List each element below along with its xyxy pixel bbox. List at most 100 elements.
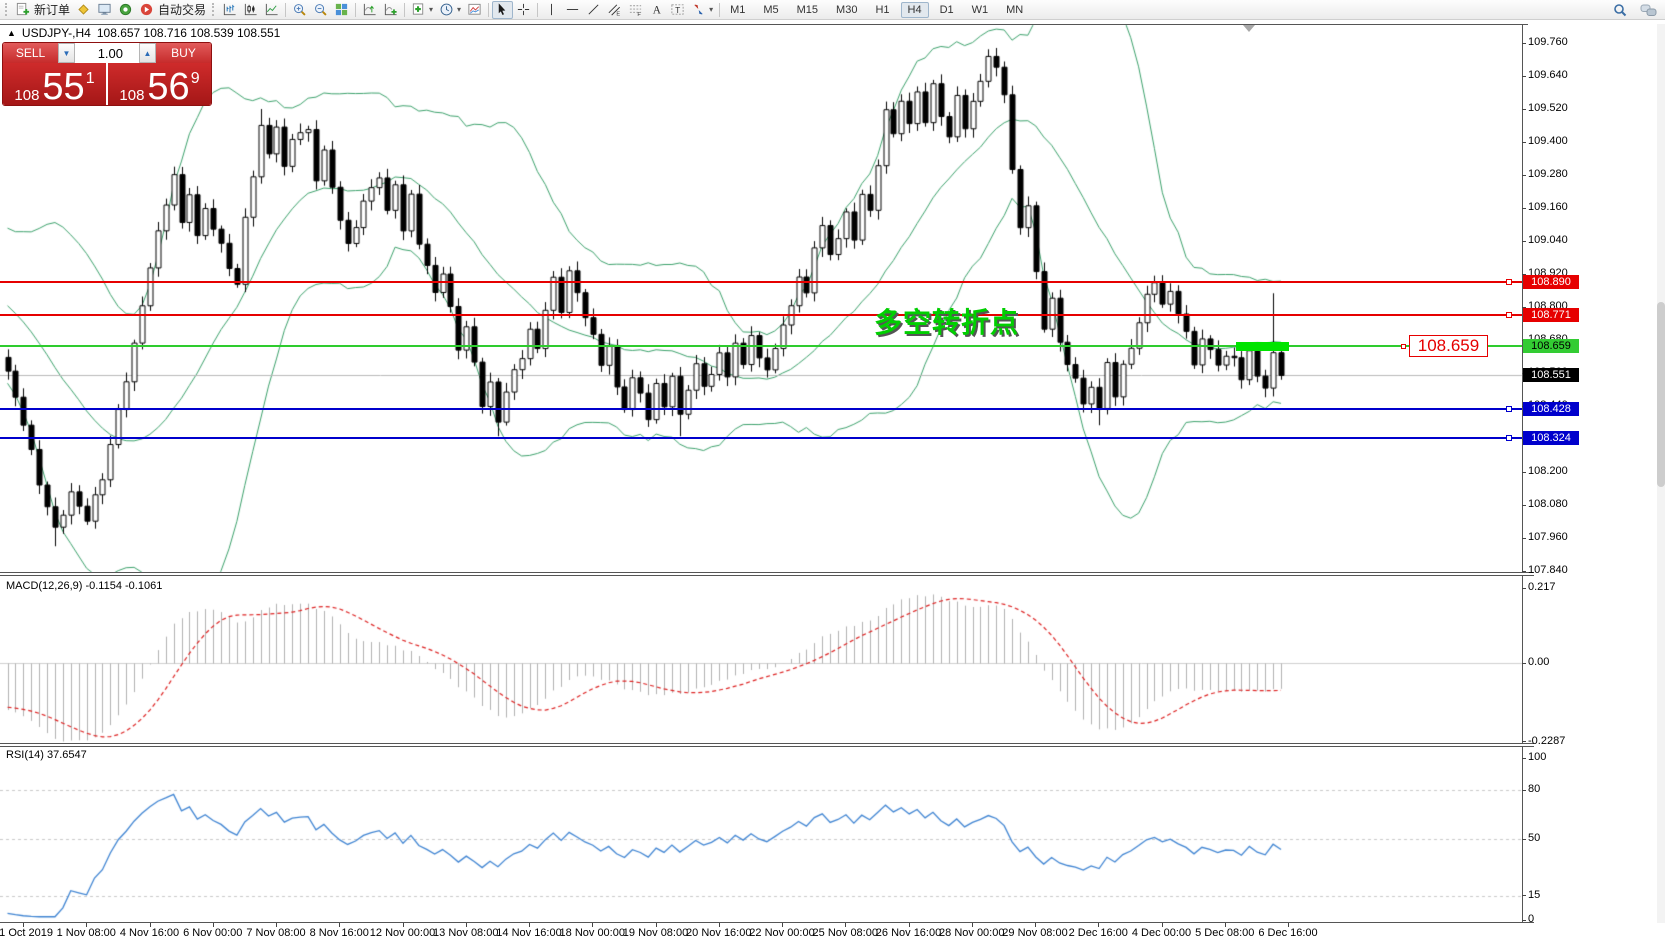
new-order-button[interactable]: 新订单 [12, 1, 73, 19]
timeframe-button-mn[interactable]: MN [1006, 3, 1024, 16]
timeframe-button-h1[interactable]: H1 [875, 3, 890, 16]
svg-text:F: F [637, 12, 641, 17]
timeframe-button-m15[interactable]: M15 [796, 3, 819, 16]
chart-top-border [0, 24, 1528, 25]
sell-button[interactable]: SELL [3, 43, 58, 63]
bar-chart-button[interactable] [219, 1, 240, 19]
fibonacci-button[interactable]: F [625, 1, 646, 19]
search-symbol-button[interactable] [1609, 1, 1631, 19]
line-handle[interactable] [1506, 279, 1512, 286]
rsi-tick-label: 80 [1528, 783, 1541, 796]
rsi-tick-mark [1522, 789, 1526, 791]
indicators-button[interactable] [359, 1, 380, 19]
navigator-button[interactable] [115, 1, 136, 19]
one-click-collapse-icon[interactable]: ▲ [7, 28, 16, 38]
hline-red-108.890[interactable] [0, 281, 1522, 284]
svg-text:A: A [653, 5, 662, 17]
sell-price-quote[interactable]: 108 55 1 [3, 63, 106, 105]
time-tick-mark [1161, 923, 1163, 927]
toolbar-drag-handle[interactable] [5, 3, 9, 16]
cursor-button[interactable] [492, 0, 514, 19]
timeframe-button-m5[interactable]: M5 [763, 3, 779, 16]
market-watch-icon [97, 2, 112, 17]
timeframe-button-m30[interactable]: M30 [836, 3, 858, 16]
scrollbar-thumb[interactable] [1657, 302, 1665, 487]
new-chart-button[interactable]: ▾ [408, 1, 436, 19]
timeframe-button-d1[interactable]: D1 [939, 3, 954, 16]
trendline-icon [586, 2, 601, 17]
price-tick-mark [1522, 108, 1526, 110]
volume-field: ▼ 1.00 ▲ [58, 43, 156, 63]
autotrading-button[interactable]: 自动交易 [136, 1, 209, 19]
candlestick-chart-button[interactable] [240, 1, 261, 19]
line-handle[interactable] [1506, 434, 1512, 441]
crosshair-icon [516, 2, 531, 17]
bid-price-flag: 108.551 [1523, 368, 1579, 383]
template-button[interactable] [73, 1, 94, 19]
price-tick-mark [1522, 240, 1526, 242]
vertical-line-button[interactable] [541, 1, 562, 19]
chevron-down-icon: ▾ [709, 5, 714, 14]
buy-price-big: 56 [147, 65, 190, 106]
time-axis-label: 6 Nov 00:00 [183, 927, 243, 939]
macd-tick-mark [1522, 662, 1526, 664]
channel-button[interactable]: E [604, 1, 625, 19]
buy-price-quote[interactable]: 108 56 9 [108, 63, 211, 106]
periods-button[interactable]: ▾ [436, 1, 464, 19]
hline-red-108.771[interactable] [0, 313, 1522, 316]
time-axis-label: 5 Dec 08:00 [1195, 927, 1255, 939]
line-chart-button[interactable] [261, 1, 282, 19]
toolbar-drag-handle[interactable] [212, 3, 216, 16]
zoom-in-button[interactable] [289, 1, 310, 19]
zoom-out-button[interactable] [310, 1, 331, 19]
timeframe-button-h4[interactable]: H4 [900, 1, 929, 18]
bar-chart-icon [222, 2, 237, 17]
chart-shift-marker[interactable] [1243, 25, 1255, 32]
rsi-tick-mark [1522, 838, 1526, 840]
time-axis-label: 19 Nov 08:00 [622, 927, 689, 939]
line-handle[interactable] [1506, 406, 1512, 413]
autotrading-icon [139, 2, 154, 17]
price-tag-label[interactable]: 108.659 [1409, 335, 1488, 357]
add-indicator-button[interactable] [380, 1, 401, 19]
chart-properties-button[interactable] [464, 1, 485, 19]
time-tick-mark [149, 923, 151, 927]
line-handle[interactable] [1506, 311, 1512, 318]
rsi-splitter[interactable] [0, 743, 1534, 747]
market-watch-button[interactable] [94, 1, 115, 19]
price-tick-mark [1522, 570, 1526, 572]
time-axis-label: 6 Dec 16:00 [1258, 927, 1318, 939]
timeframe-button-m1[interactable]: M1 [730, 3, 746, 16]
price-tag-anchor[interactable] [1401, 344, 1406, 349]
time-axis-label: 2 Dec 16:00 [1068, 927, 1128, 939]
hline-green-108.659[interactable] [0, 344, 1522, 347]
sell-price-sup: 1 [85, 70, 95, 87]
turning-point-annotation[interactable]: 多空转折点 [874, 307, 1020, 338]
crosshair-button[interactable] [513, 1, 534, 19]
indicators-icon [362, 2, 377, 17]
timeframe-button-w1[interactable]: W1 [971, 3, 989, 16]
hline-blue-108.428[interactable] [0, 408, 1522, 411]
highlight-trendline-segment[interactable] [1236, 342, 1289, 351]
hline-blue-108.324[interactable] [0, 436, 1522, 439]
time-axis-label: 25 Nov 08:00 [812, 927, 878, 939]
volume-decrease-button[interactable]: ▼ [58, 43, 75, 63]
price-tick-mark [1522, 537, 1526, 539]
volume-increase-button[interactable]: ▲ [139, 43, 156, 63]
macd-splitter[interactable] [0, 572, 1534, 576]
time-tick-mark [212, 923, 214, 927]
buy-button[interactable]: BUY [156, 43, 211, 63]
volume-input[interactable]: 1.00 [97, 45, 123, 61]
chart-properties-icon [467, 2, 482, 17]
horizontal-line-button[interactable] [562, 1, 583, 19]
text-button[interactable]: A [646, 1, 667, 19]
text-label-button[interactable]: T [667, 1, 688, 19]
community-button[interactable] [1637, 1, 1661, 19]
vertical-scrollbar[interactable] [1657, 24, 1665, 923]
channel-icon: E [607, 2, 622, 17]
trendline-button[interactable] [583, 1, 604, 19]
arrows-button[interactable]: ▾ [688, 1, 716, 19]
tile-windows-button[interactable] [331, 1, 352, 19]
price-tick-label: 108.080 [1528, 498, 1568, 510]
